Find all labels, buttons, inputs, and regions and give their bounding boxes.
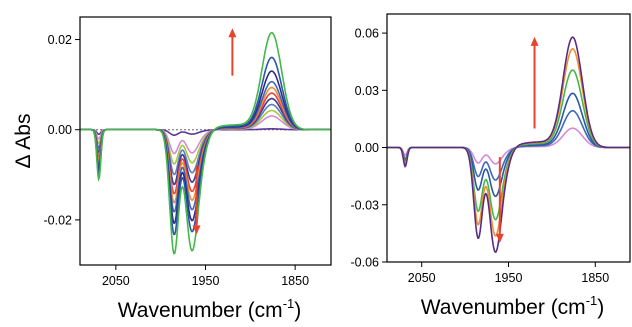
y-tick-label: 0.00 <box>48 123 72 137</box>
trend-arrow-1 <box>228 28 237 76</box>
x-axis-title: Wavenumber (cm-1) <box>421 293 605 319</box>
left-spectrum-panel: 2050 1950 1850 0.02 0.00 -0.02 Wavenumber (cm-… <box>12 16 332 322</box>
y-tick-label: -0.03 <box>351 198 380 212</box>
right-spectrum-panel: 2050 1950 1850 0.06 0.03 0.00 -0.03 -0.06 Wavenu… <box>351 13 631 319</box>
y-tick-label: 0.06 <box>355 27 379 41</box>
y-tick-label: 0.03 <box>355 84 379 98</box>
series-group <box>387 36 630 254</box>
x-tick-label: 1850 <box>581 271 609 285</box>
x-axis-title: Wavenumber (cm-1) <box>118 296 302 322</box>
y-tick-label: 0.02 <box>48 33 72 47</box>
trend-arrow-1 <box>530 36 539 129</box>
y-axis-title: Δ Abs <box>12 114 35 169</box>
y-tick-label: -0.06 <box>351 256 380 270</box>
y-tick-label: 0.00 <box>355 141 379 155</box>
x-tick-label: 2050 <box>102 274 130 288</box>
series-line-1 <box>387 36 630 254</box>
x-tick-label: 1850 <box>281 274 309 288</box>
y-tick-label: -0.02 <box>44 213 73 227</box>
x-tick-label: 1950 <box>192 274 220 288</box>
series-line-1 <box>80 31 331 255</box>
series-group <box>80 31 331 255</box>
x-tick-label: 2050 <box>408 271 436 285</box>
trend-arrow-2 <box>495 157 504 243</box>
trend-arrow-2 <box>192 165 201 235</box>
x-tick-label: 1950 <box>495 271 523 285</box>
